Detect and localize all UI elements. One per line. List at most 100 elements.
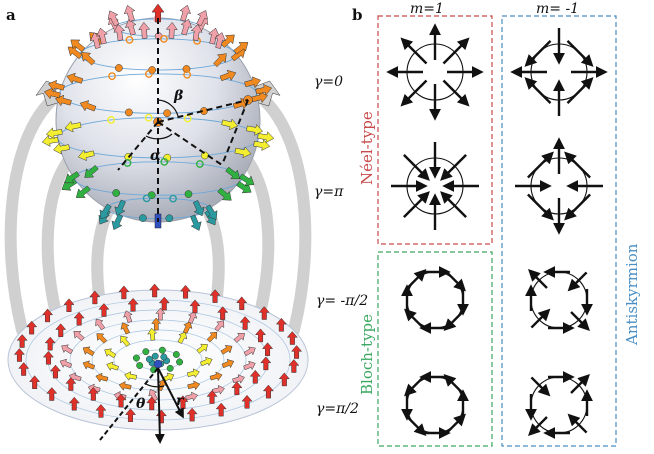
panel-a-letter: a xyxy=(6,6,16,24)
spin-ball xyxy=(115,64,123,72)
sphere-spin-arrow xyxy=(236,181,252,194)
sphere-spin-arrow xyxy=(48,79,65,92)
neel-type-label: Néel-type xyxy=(358,111,376,185)
disk-spin-arrow xyxy=(232,374,245,384)
disk-spin-arrow xyxy=(124,371,138,381)
sphere-spin-arrow xyxy=(138,21,151,39)
texture-r2-c1 xyxy=(525,266,593,334)
north-pole-arrow xyxy=(151,3,165,23)
texture-arrow xyxy=(570,374,590,394)
disk-spin-arrow xyxy=(286,331,298,345)
disk-spin-arrow xyxy=(254,328,267,343)
disk-spin-arrow xyxy=(196,343,208,354)
spin-ring-back xyxy=(195,160,204,168)
disk-spin-arrow xyxy=(149,283,161,298)
sphere-spin-arrow xyxy=(67,46,83,60)
texture-arrow xyxy=(404,308,424,329)
disk-annotation: θ r xyxy=(99,367,185,444)
reference-arrow xyxy=(154,367,165,444)
disk-spin-arrow xyxy=(46,387,58,401)
disk-spin-arrow xyxy=(187,368,200,379)
disk-spin-arrow xyxy=(65,377,77,391)
disk-spin-arrow xyxy=(214,320,225,332)
disk-spin-arrow xyxy=(55,323,67,337)
disk-spin-arrow xyxy=(185,391,199,402)
sphere-spin-arrow xyxy=(234,146,252,159)
disk-spin-arrow xyxy=(18,362,30,376)
spin-ring-back xyxy=(125,35,134,44)
r-vector xyxy=(157,367,184,419)
mapping-arrow xyxy=(4,94,58,336)
disk-spin-arrow xyxy=(82,346,95,357)
disk-spin-arrow xyxy=(275,317,287,332)
disk-spin-arrow xyxy=(186,407,198,422)
sphere-spin-arrow xyxy=(255,83,273,96)
disk-spin-arrow xyxy=(59,358,73,369)
sphere-spin-arrow xyxy=(246,123,264,136)
texture-arrow xyxy=(524,77,552,104)
texture-arrow xyxy=(570,311,590,331)
texture-arrow xyxy=(567,271,588,292)
spin-ball xyxy=(182,65,191,73)
disk-spin-arrow xyxy=(206,331,218,343)
spin-ball xyxy=(125,108,133,117)
sphere-spin-arrow xyxy=(75,185,91,198)
texture-arrow xyxy=(564,151,591,179)
sphere-spin-arrow xyxy=(190,214,202,231)
bloch-box xyxy=(377,251,493,447)
texture-arrow xyxy=(403,154,430,181)
disk-spin-arrow xyxy=(61,344,74,355)
sphere-spin-arrow xyxy=(107,10,120,27)
texture-arrow xyxy=(530,308,551,329)
texture-arrow xyxy=(403,191,430,218)
texture-arrow xyxy=(440,154,467,181)
disk-spin-arrow xyxy=(127,297,139,312)
disk-spin-arrow xyxy=(239,316,251,330)
sphere-spin-arrow xyxy=(217,187,232,201)
sphere-spin-arrow xyxy=(81,52,96,66)
disk-spin-arrow xyxy=(106,361,119,371)
sphere-spin-arrow xyxy=(251,91,268,104)
disk-spin-arrow xyxy=(206,390,218,404)
texture-arrow xyxy=(406,269,427,289)
disk-spin-arrow xyxy=(42,308,54,323)
disk-spin-arrow xyxy=(262,342,274,356)
disk-spin-arrow xyxy=(182,321,193,334)
disk-spin-arrow xyxy=(147,327,158,341)
antiskyrmion-box xyxy=(501,15,617,447)
sphere-spin-arrow xyxy=(96,27,108,45)
texture-r1-c1 xyxy=(515,137,603,235)
sphere-spin-arrow xyxy=(90,32,102,49)
sphere-spin-arrow xyxy=(45,127,63,140)
sphere-spin-arrow xyxy=(225,166,241,180)
spin-ring-back xyxy=(183,70,192,79)
disk-spin-arrow xyxy=(189,299,201,314)
bloch-type-label: Bloch-type xyxy=(358,314,376,395)
spin-ball xyxy=(145,355,153,363)
disk-spin-arrow xyxy=(13,348,25,362)
spin-ball xyxy=(136,362,144,369)
sphere-spin-arrow xyxy=(52,142,70,155)
sphere-spin-arrow xyxy=(64,171,80,184)
sphere-spin-arrow xyxy=(114,199,126,216)
texture-r0-c0 xyxy=(386,23,484,121)
texture-arrow xyxy=(400,79,428,107)
texture-arrow xyxy=(564,193,591,221)
sphere-spin-arrow xyxy=(244,76,261,88)
texture-arrow xyxy=(406,416,427,436)
disk-spin-arrow xyxy=(158,296,170,311)
sphere-spin-arrow xyxy=(257,131,275,144)
texture-arrow xyxy=(443,311,464,331)
sphere-spin-arrow xyxy=(179,4,192,22)
texture-arrow xyxy=(446,413,466,434)
disk-spin-arrow xyxy=(73,331,85,342)
gamma-label-pi-2: γ=π/2 xyxy=(316,401,359,417)
disk-spin-arrow xyxy=(215,402,227,417)
sphere-spin-arrow xyxy=(221,118,239,131)
disk-spin-arrow xyxy=(155,307,166,321)
disk-spin-arrow xyxy=(68,396,80,411)
azimuth-ref-line xyxy=(117,121,159,171)
disk-spin-arrow xyxy=(278,372,290,387)
sphere-spin-arrow xyxy=(84,164,99,178)
